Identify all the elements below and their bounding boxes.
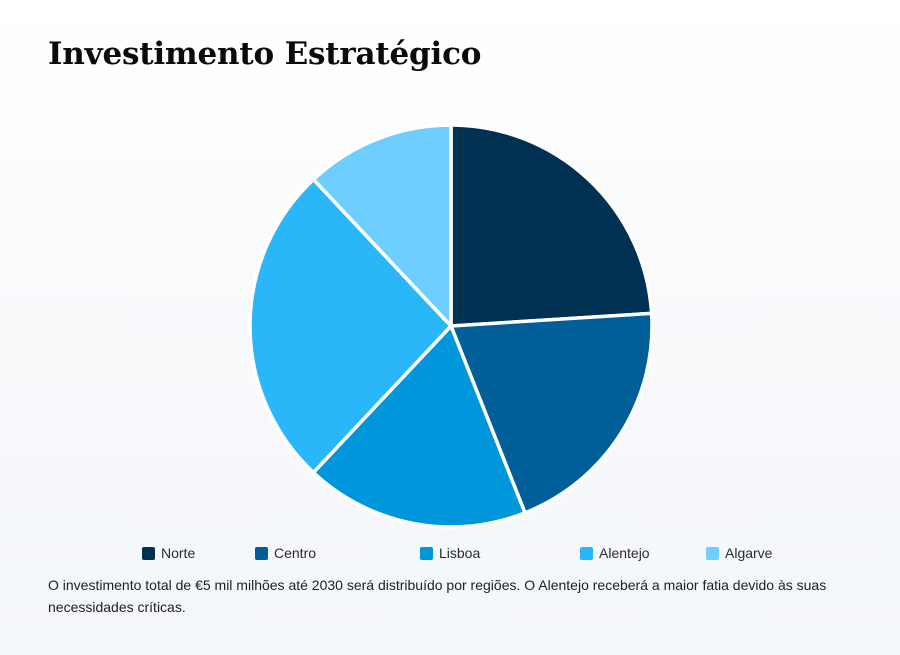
legend-label: Algarve (725, 545, 773, 561)
chart-description: O investimento total de €5 mil milhões a… (48, 577, 827, 615)
pie-slice-lisboa[interactable] (311, 324, 527, 529)
legend-swatch (142, 546, 155, 560)
chart-legend: Norte Centro Lisboa Alentejo Algarve (142, 543, 802, 563)
pie-slice-norte[interactable] (449, 123, 654, 328)
pie-slice-algarve[interactable] (311, 123, 453, 328)
legend-label: Alentejo (599, 545, 650, 561)
pie-slice-alentejo[interactable] (248, 177, 453, 475)
legend-swatch (255, 546, 268, 560)
legend-item-lisboa[interactable]: Lisboa (420, 543, 480, 563)
legend-swatch (580, 546, 593, 560)
pie-slice-centro[interactable] (449, 311, 654, 515)
legend-label: Centro (274, 545, 317, 561)
legend-swatch (706, 546, 719, 560)
legend-label: Norte (161, 545, 196, 561)
legend-swatch (420, 546, 433, 560)
legend-item-alentejo[interactable]: Alentejo (580, 543, 650, 563)
legend-item-algarve[interactable]: Algarve (706, 543, 772, 563)
legend-label: Lisboa (439, 545, 481, 561)
chart-title: Investimento Estratégico (48, 36, 482, 72)
legend-item-norte[interactable]: Norte (142, 543, 195, 563)
legend-item-centro[interactable]: Centro (255, 543, 316, 563)
